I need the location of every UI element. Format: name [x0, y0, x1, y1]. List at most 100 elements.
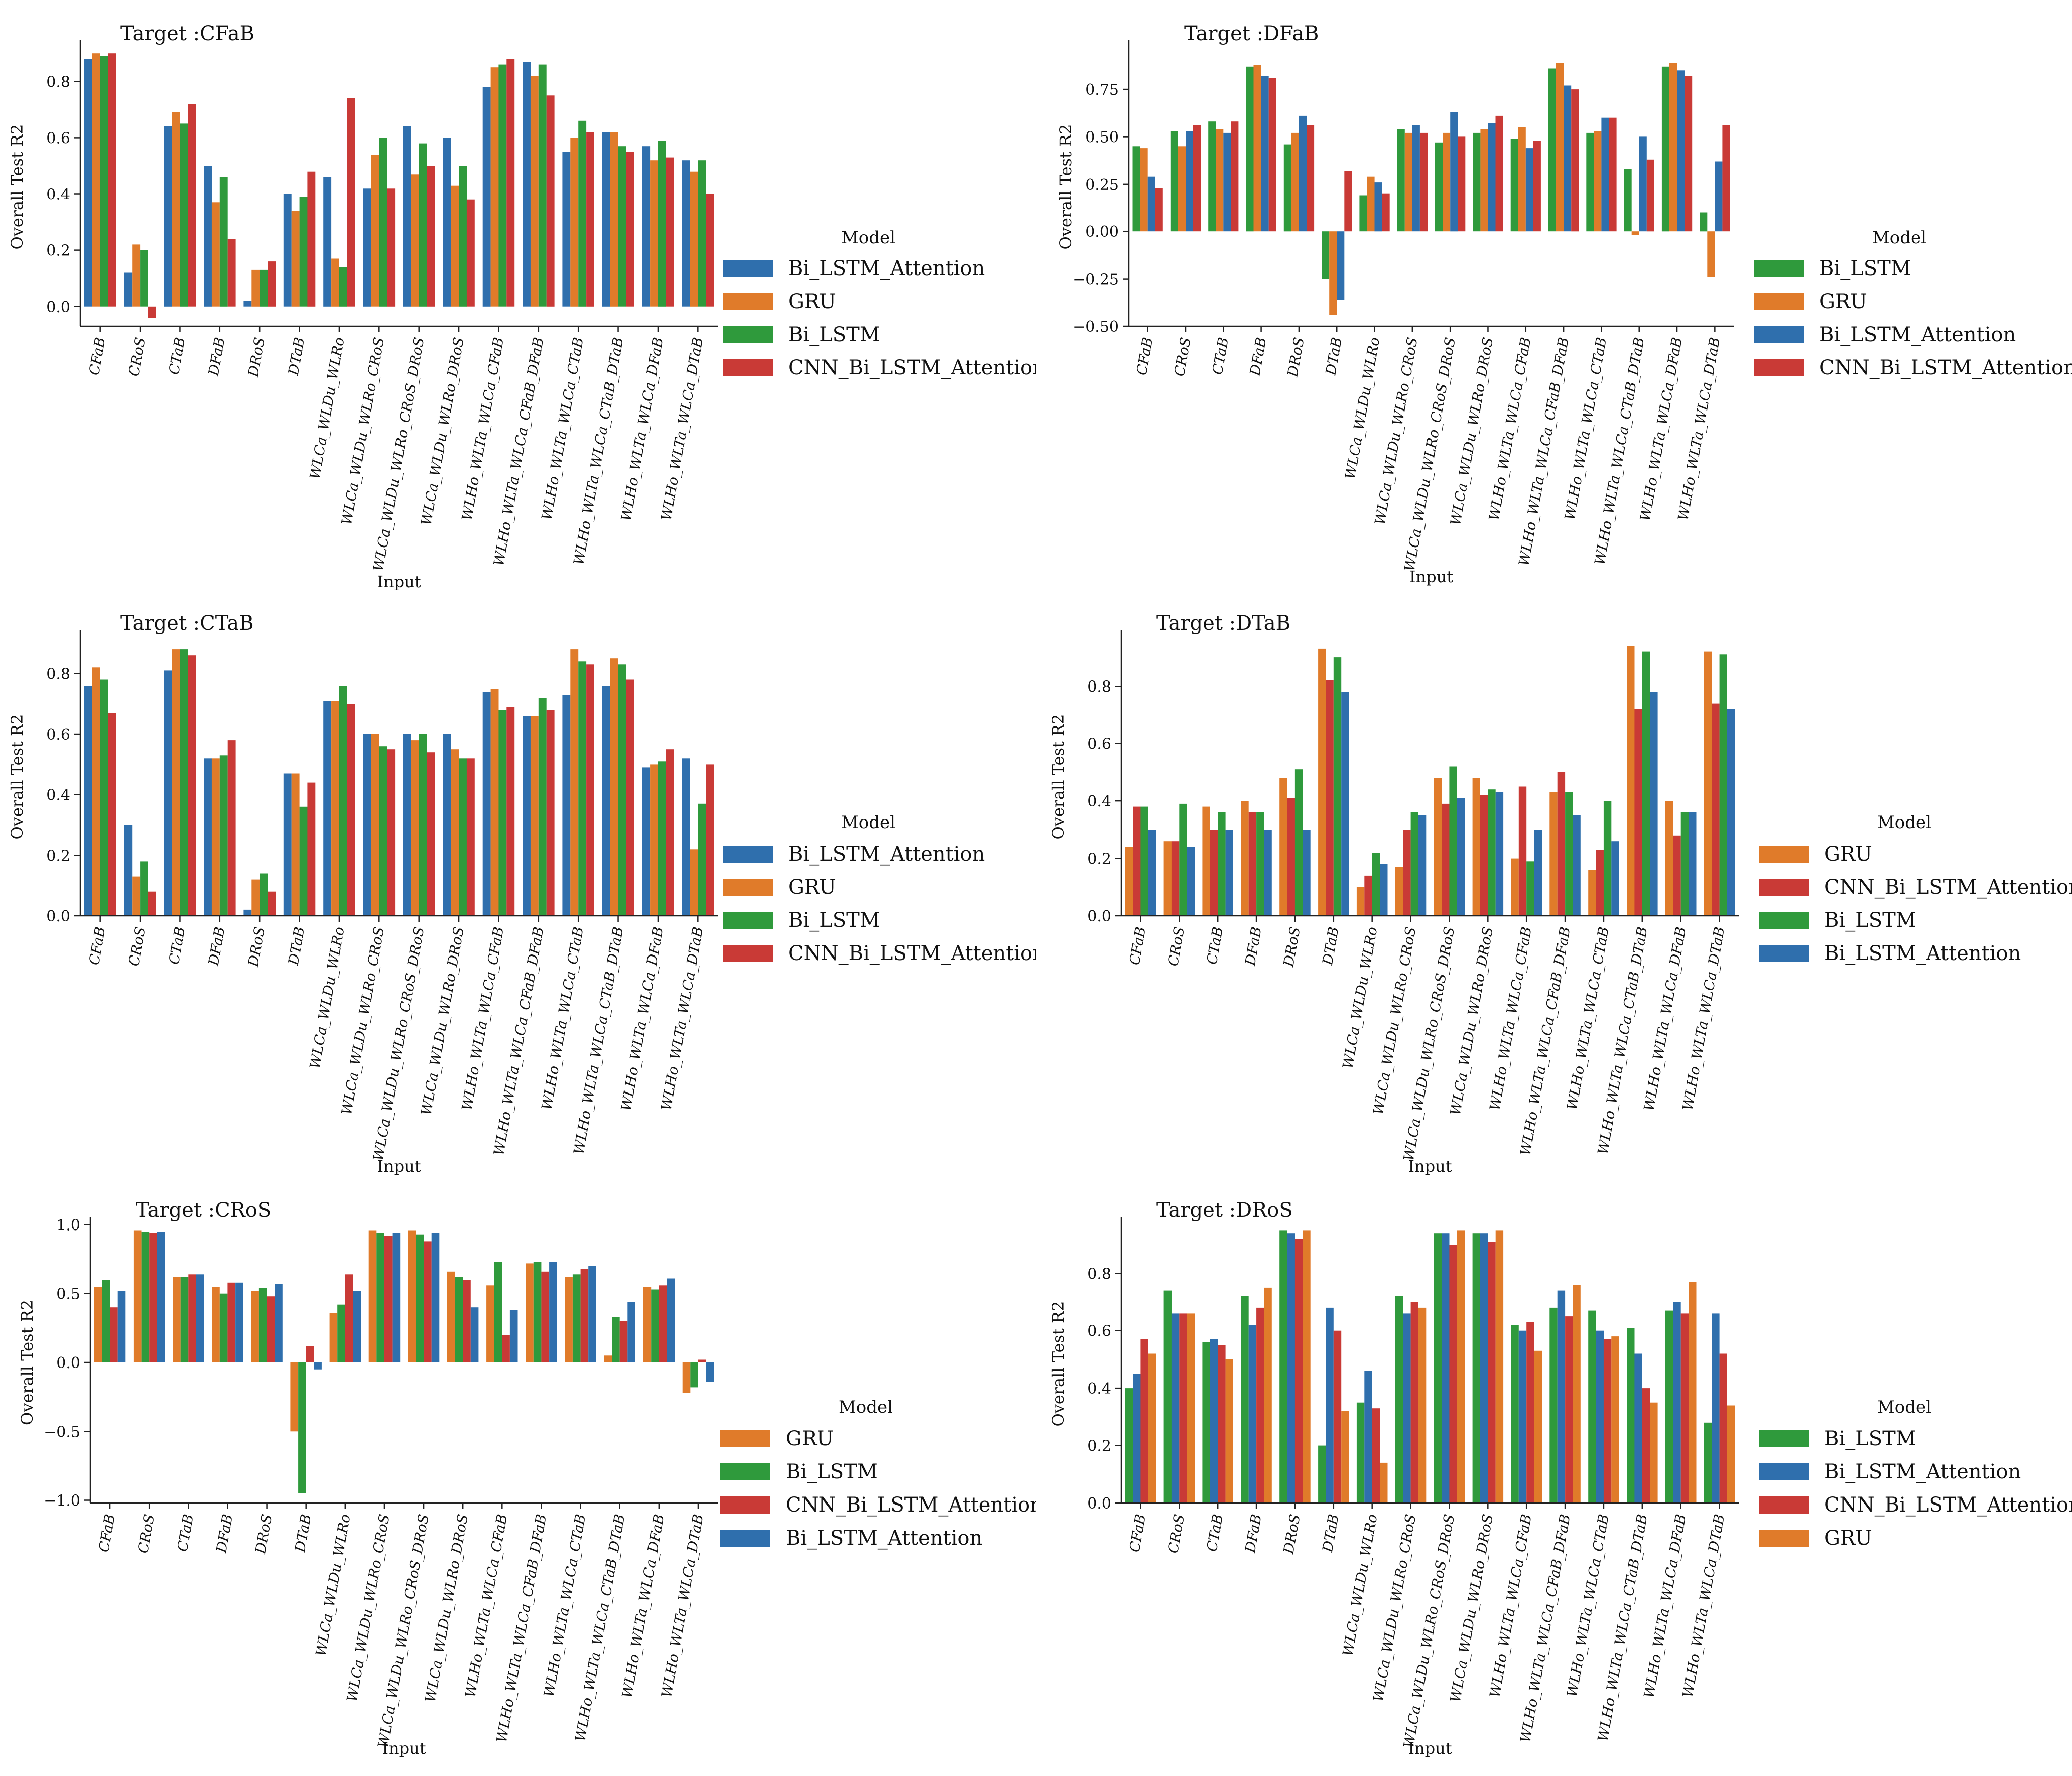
bar-bi-lstm-dfab — [1246, 66, 1254, 232]
bar-bi-lstm-attention-wlho-wlta-wlca-dtab — [1727, 709, 1735, 916]
bar-gru-wlho-wlta-wlca-ctab — [565, 1277, 573, 1362]
y-tick-label: −1.0 — [44, 1492, 80, 1510]
y-tick-label: 0.4 — [1087, 793, 1111, 810]
bar-cnn-bi-lstm-attention-wlho-wlta-wlca-dfab — [659, 1285, 667, 1362]
bar-bi-lstm-attention-dros — [1287, 1233, 1295, 1503]
bar-bi-lstm-attention-cros — [1187, 847, 1195, 916]
bar-cnn-bi-lstm-attention-wlho-wlta-wlca-ctab — [1596, 850, 1604, 916]
y-tick-label: 0.0 — [46, 299, 70, 316]
x-tick-label: WLCa_WLDu_WLRo_DRoS — [1447, 925, 1497, 1116]
bar-gru-wlca-wldu-wlro-dros — [447, 1271, 455, 1362]
bar-gru-dfab — [212, 1287, 220, 1362]
y-tick-label: 0.8 — [46, 665, 70, 683]
bar-cnn-bi-lstm-attention-wlho-wlta-wlca-cfab-dfab — [1557, 772, 1566, 916]
bar-bi-lstm-attention-wlho-wlta-wlca-cfab — [1534, 830, 1542, 916]
bar-bi-lstm-ctab — [180, 1277, 189, 1362]
bar-cnn-bi-lstm-attention-dros — [1287, 798, 1295, 916]
bar-cnn-bi-lstm-attention-wlca-wldu-wlro — [347, 98, 355, 307]
legend-title: Model — [1877, 1397, 1931, 1417]
bar-gru-wlho-wlta-wlca-cfab-dfab — [1573, 1285, 1581, 1503]
bar-bi-lstm-wlca-wldu-wlro-cros-dros — [1449, 766, 1457, 916]
x-tick-label: WLHo_WLTa_WLCa_DFaB — [1637, 336, 1686, 522]
bar-bi-lstm-wlca-wldu-wlro-cros — [1397, 129, 1405, 232]
legend-swatch-gru — [1759, 1530, 1809, 1547]
legend-swatch-bi-lstm — [1754, 260, 1804, 277]
bar-bi-lstm-attention-wlho-wlta-wlca-dfab — [1689, 812, 1697, 916]
legend-label-bi-lstm: Bi_LSTM — [1819, 257, 1911, 280]
bar-gru-dfab — [211, 202, 220, 307]
y-tick-label: 0.6 — [1087, 1323, 1111, 1340]
x-axis-label: Input — [1408, 1739, 1452, 1758]
x-tick-label: DFaB — [213, 1513, 236, 1554]
bar-bi-lstm-cfab — [1125, 1388, 1133, 1503]
bar-gru-wlho-wlta-wlca-cfab-dfab — [530, 716, 539, 916]
bar-bi-lstm-cros — [1170, 131, 1178, 232]
bar-gru-wlca-wldu-wlro — [329, 1313, 338, 1362]
x-tick-label: WLHo_WLTa_WLCa_CTaB — [1564, 1513, 1612, 1698]
bar-bi-lstm-wlca-wldu-wlro-cros — [1410, 812, 1418, 916]
bar-bi-lstm-attention-wlho-wlta-wlca-dtab — [1715, 161, 1723, 232]
x-tick-label: CRoS — [135, 1513, 158, 1554]
bar-bi-lstm-attention-wlca-wldu-wlro — [1374, 182, 1382, 232]
bar-cnn-bi-lstm-attention-wlho-wlta-wlca-ctab — [580, 1269, 589, 1362]
x-tick-label: WLHo_WLTa_WLCa_CFaB — [462, 1513, 510, 1699]
legend-label-bi-lstm: Bi_LSTM — [788, 323, 880, 346]
bar-bi-lstm-attention-wlho-wlta-wlca-ctab — [1601, 117, 1609, 232]
bar-bi-lstm-wlho-wlta-wlca-ctab-dtab — [1627, 1328, 1635, 1503]
y-tick-label: 0.8 — [1087, 678, 1111, 696]
legend-label-gru: GRU — [788, 876, 836, 899]
bar-gru-wlho-wlta-wlca-ctab-dtab — [1627, 646, 1635, 916]
chart-target-dfab: Target :DFaB −0.50 −0.25 0.00 0.25 0.50 0.75 Ov… — [1036, 0, 2072, 590]
bar-bi-lstm-wlca-wldu-wlro-dros — [455, 1277, 463, 1362]
chart-target-cros: Target :CRoS −1.0 −0.5 0.0 0.5 1.0 Overall Tes… — [0, 1177, 1043, 1774]
chart-svg: Target :CTaB 0.0 0.2 0.4 0.6 0.8 Overall Test … — [8, 612, 1046, 1176]
y-axis-label: Overall Test R2 — [1049, 714, 1068, 840]
legend-swatch-gru — [1754, 293, 1804, 310]
bar-cnn-bi-lstm-attention-wlho-wlta-wlca-dfab — [1673, 835, 1681, 916]
x-tick-label: CFaB — [1133, 336, 1156, 376]
bar-bi-lstm-wlho-wlta-wlca-ctab-dtab — [618, 664, 626, 916]
bar-gru-wlho-wlta-wlca-cfab-dfab — [530, 76, 539, 307]
chart-title: Target :CTaB — [120, 612, 254, 635]
bar-bi-lstm-wlho-wlta-wlca-cfab — [498, 710, 507, 916]
bar-bi-lstm-cfab — [1132, 146, 1140, 232]
x-tick-label: WLCa_WLDu_WLRo_DRoS — [1447, 1513, 1497, 1703]
bar-cnn-bi-lstm-attention-cros — [148, 891, 156, 916]
bar-bi-lstm-wlca-wldu-wlro-cros-dros — [1434, 1233, 1442, 1503]
bar-cnn-bi-lstm-attention-wlho-wlta-wlca-cfab — [1533, 141, 1541, 232]
legend-swatch-bi-lstm — [723, 912, 773, 929]
bar-cnn-bi-lstm-attention-ctab — [188, 1274, 196, 1362]
bar-bi-lstm-attention-wlho-wlta-wlca-ctab — [562, 152, 571, 307]
bar-bi-lstm-dfab — [219, 755, 228, 916]
bar-bi-lstm-attention-wlca-wldu-wlro-dros — [443, 138, 451, 307]
bar-bi-lstm-attention-dfab — [1264, 830, 1272, 916]
chart-svg: Target :CRoS −1.0 −0.5 0.0 0.5 1.0 Overall Tes… — [18, 1199, 1043, 1758]
bar-gru-wlho-wlta-wlca-dtab — [690, 171, 698, 307]
bar-bi-lstm-wlho-wlta-wlca-dfab — [658, 761, 666, 916]
bar-cnn-bi-lstm-attention-cfab — [1133, 806, 1141, 916]
bar-cnn-bi-lstm-attention-wlho-wlta-wlca-ctab-dtab — [1642, 1388, 1650, 1503]
x-tick-label: WLCa_WLDu_WLRo_DRoS — [422, 1513, 472, 1703]
y-tick-label: 0.6 — [46, 726, 70, 744]
bar-bi-lstm-attention-wlca-wldu-wlro-dros — [1488, 123, 1496, 232]
bar-cnn-bi-lstm-attention-wlca-wldu-wlro — [1364, 875, 1372, 916]
bar-bi-lstm-wlho-wlta-wlca-ctab — [578, 120, 587, 307]
x-axis-label: Input — [377, 572, 421, 590]
x-tick-label: WLHo_WLTa_WLCa_CTaB — [538, 336, 587, 521]
bar-bi-lstm-wlho-wlta-wlca-dtab — [698, 160, 706, 307]
x-tick-label: DRoS — [1284, 336, 1307, 378]
bar-bi-lstm-attention-wlca-wldu-wlro-cros — [363, 188, 371, 307]
legend-title: Model — [841, 812, 895, 833]
legend-title: Model — [1877, 812, 1931, 833]
bar-cnn-bi-lstm-attention-ctab — [1218, 1345, 1226, 1503]
bar-gru-dros — [1279, 778, 1287, 916]
x-axis-label: Input — [1408, 1157, 1452, 1176]
bar-cnn-bi-lstm-attention-dfab — [227, 239, 236, 307]
legend-label-bi-lstm: Bi_LSTM — [788, 909, 880, 932]
x-tick-label: CFaB — [1126, 925, 1149, 966]
bar-bi-lstm-cfab — [1140, 806, 1148, 916]
bar-gru-wlho-wlta-wlca-ctab-dtab — [610, 658, 618, 916]
bar-cnn-bi-lstm-attention-dfab — [227, 740, 236, 916]
bar-cnn-bi-lstm-attention-wlca-wldu-wlro-dros — [466, 758, 475, 916]
bar-bi-lstm-dtab — [1322, 231, 1330, 279]
